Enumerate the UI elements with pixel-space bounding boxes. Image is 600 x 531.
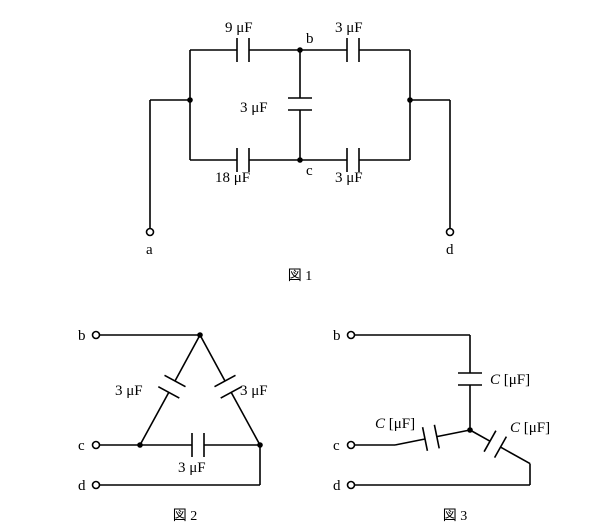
figure-3-caption: 図 3: [443, 509, 468, 524]
fig2-cap-c1-label: 3 μF: [115, 383, 143, 399]
fig3-node-b-label: b: [333, 328, 341, 344]
fig3-cap-c3-label: C [μF]: [510, 420, 550, 436]
fig2-cap-c2-label: 3 μF: [240, 383, 268, 399]
fig2-terminal-c: [93, 442, 100, 449]
fig2-node-d-label: d: [78, 478, 86, 494]
fig3-node-d-label: d: [333, 478, 341, 494]
node-a-label: a: [146, 242, 153, 258]
figure-1-caption: 図 1: [288, 269, 313, 284]
terminal-d: [447, 229, 454, 236]
cap-c1-label: 9 μF: [225, 20, 253, 36]
fig3-node-c-label: c: [333, 438, 340, 454]
node-c-label: c: [306, 163, 313, 179]
cap-c3-label: 3 μF: [240, 100, 268, 116]
fig2-cap-c3-label: 3 μF: [178, 460, 206, 476]
node-b-label: b: [306, 31, 314, 47]
fig3-terminal-d: [348, 482, 355, 489]
cap-c5-label: 3 μF: [335, 170, 363, 186]
figure-2: b c d 3 μF 3 μF 3 μF 図 2: [78, 328, 268, 524]
terminal-a: [147, 229, 154, 236]
figure-2-caption: 図 2: [173, 509, 198, 524]
cap-c2-label: 3 μF: [335, 20, 363, 36]
fig2-node-b-label: b: [78, 328, 86, 344]
fig2-terminal-b: [93, 332, 100, 339]
fig3-terminal-c: [348, 442, 355, 449]
fig2-terminal-d: [93, 482, 100, 489]
fig2-node-c-label: c: [78, 438, 85, 454]
circuit-diagrams: 9 μF b 3 μF 3 μF 18 μF c 3 μF a d 図 1: [0, 0, 600, 531]
fig3-cap-c1-label: C [μF]: [490, 372, 530, 388]
cap-c4-label: 18 μF: [215, 170, 250, 186]
figure-1: 9 μF b 3 μF 3 μF 18 μF c 3 μF a d 図 1: [146, 20, 454, 284]
node-d-label: d: [446, 242, 454, 258]
fig3-terminal-b: [348, 332, 355, 339]
fig3-cap-c2-label: C [μF]: [375, 416, 415, 432]
figure-3: b c d C [μF] C [μF] C [μF] 図 3: [333, 328, 550, 524]
